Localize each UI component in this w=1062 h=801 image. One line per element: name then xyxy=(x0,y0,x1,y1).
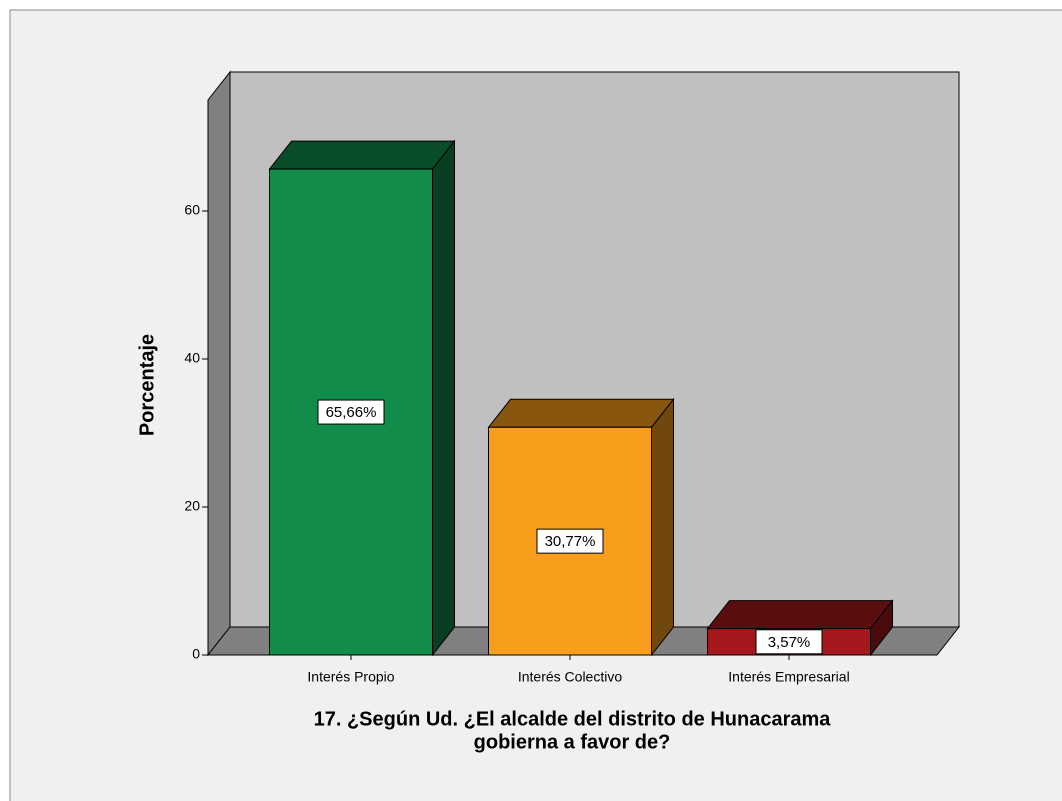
y-tick-label: 40 xyxy=(184,350,200,366)
x-tick-label: Interés Empresarial xyxy=(728,669,849,685)
x-tick-label: Interés Propio xyxy=(307,669,394,685)
chart-title: 17. ¿Según Ud. ¿El alcalde del distrito … xyxy=(314,708,832,730)
bar-top xyxy=(487,398,675,428)
data-label: 65,66% xyxy=(326,404,377,421)
data-label: 3,57% xyxy=(768,634,811,651)
chart-title: gobierna a favor de? xyxy=(474,731,671,753)
bar-side xyxy=(651,397,674,657)
y-tick-label: 0 xyxy=(192,646,200,662)
x-tick-label: Interés Colectivo xyxy=(518,669,622,685)
y-axis-label: Porcentaje xyxy=(136,334,158,436)
y-tick-label: 20 xyxy=(184,498,200,514)
bar-side xyxy=(432,139,455,657)
y-tick-label: 60 xyxy=(184,202,200,218)
side-wall xyxy=(207,70,231,657)
data-label-box xyxy=(536,528,604,554)
data-label-box xyxy=(755,629,823,655)
bar-top xyxy=(706,600,894,630)
bar-top xyxy=(268,140,456,170)
data-label: 30,77% xyxy=(545,533,596,550)
data-label-box xyxy=(317,399,385,425)
